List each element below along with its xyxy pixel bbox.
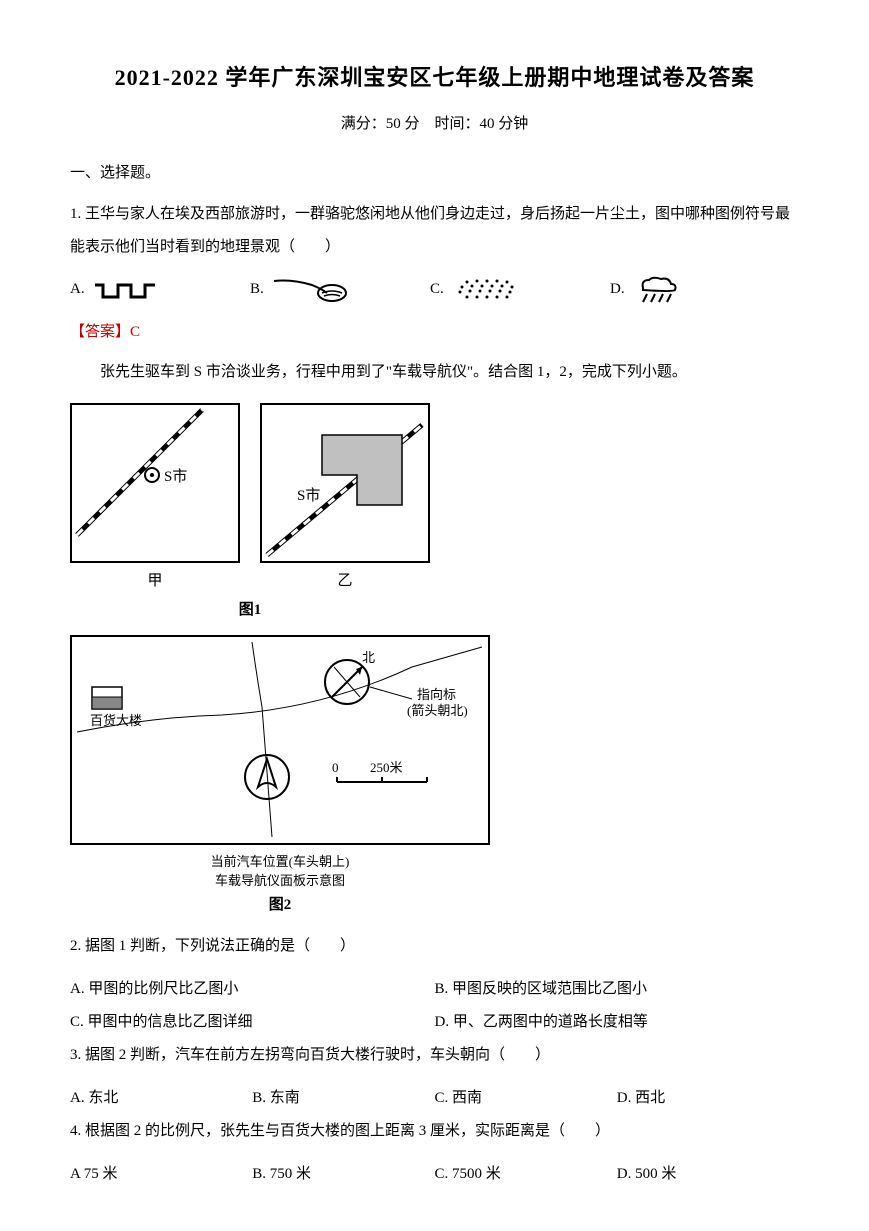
q2-option-c: C. 甲图中的信息比乙图详细	[70, 1006, 435, 1039]
document-title: 2021-2022 学年广东深圳宝安区七年级上册期中地理试卷及答案	[70, 60, 799, 92]
q3-option-b: B. 东南	[252, 1082, 434, 1115]
figure-2-panel-label: 车载导航仪面板示意图	[70, 870, 490, 889]
option-a: A.	[70, 277, 250, 301]
question-3-options: A. 东北 B. 东南 C. 西南 D. 西北	[70, 1082, 799, 1115]
question-1-text: 1. 王华与家人在埃及西部旅游时，一群骆驼悠闲地从他们身边走过，身后扬起一片尘土…	[70, 198, 799, 264]
q4-option-d: D. 500 米	[617, 1158, 799, 1191]
q2-option-d: D. 甲、乙两图中的道路长度相等	[435, 1006, 800, 1039]
question-2-options: A. 甲图的比例尺比乙图小 B. 甲图反映的区域范围比乙图小 C. 甲图中的信息…	[70, 973, 799, 1039]
option-c-label: C.	[430, 281, 444, 298]
option-d-label: D.	[610, 281, 625, 298]
figure-1-map-a: S市	[70, 403, 240, 563]
s-city-label-a: S市	[164, 468, 187, 485]
svg-text:250米: 250米	[370, 760, 403, 775]
q3-option-a: A. 东北	[70, 1082, 252, 1115]
svg-text:百货大楼: 百货大楼	[90, 713, 142, 728]
svg-text:北: 北	[362, 650, 375, 665]
q2-option-a: A. 甲图的比例尺比乙图小	[70, 973, 435, 1006]
option-a-label: A.	[70, 281, 85, 298]
option-c: C.	[430, 276, 610, 302]
dots-icon	[452, 276, 522, 302]
q4-option-a: A 75 米	[70, 1158, 252, 1191]
question-3-text: 3. 据图 2 判断，汽车在前方左拐弯向百货大楼行驶时，车头朝向（ ）	[70, 1039, 799, 1072]
s-city-label-b: S市	[297, 487, 320, 504]
figure-2-caption: 图2	[70, 893, 490, 914]
figure-1-caption: 图1	[70, 598, 430, 619]
q3-option-c: C. 西南	[435, 1082, 617, 1115]
q4-option-c: C. 7500 米	[435, 1158, 617, 1191]
rain-cloud-icon	[633, 274, 683, 304]
question-1-options: A. B. C. D.	[70, 274, 799, 304]
q2-option-b: B. 甲图反映的区域范围比乙图小	[435, 973, 800, 1006]
figure-1-sublabel-b: 乙	[260, 569, 430, 590]
figure-2-car-label: 当前汽车位置(车头朝上)	[70, 851, 490, 870]
figure-1-map-b: S市	[260, 403, 430, 563]
svg-text:0: 0	[332, 760, 339, 775]
q3-option-d: D. 西北	[617, 1082, 799, 1115]
figure-2-map: 百货大楼 北 指向标 (箭头朝北) 0 250米	[70, 635, 490, 845]
question-2-text: 2. 据图 1 判断，下列说法正确的是（ ）	[70, 930, 799, 963]
option-d: D.	[610, 274, 790, 304]
figure-1-sublabel-a: 甲	[70, 569, 240, 590]
question-4-options: A 75 米 B. 750 米 C. 7500 米 D. 500 米	[70, 1158, 799, 1191]
q4-option-b: B. 750 米	[252, 1158, 434, 1191]
question-4-text: 4. 根据图 2 的比例尺，张先生与百货大楼的图上距离 3 厘米，实际距离是（ …	[70, 1115, 799, 1148]
spiral-icon	[272, 275, 352, 303]
option-b-label: B.	[250, 281, 264, 298]
answer-1: 【答案】C	[70, 320, 799, 341]
figure-1-container: S市 甲 S市 乙 图1	[70, 403, 799, 619]
context-1: 张先生驱车到 S 市洽谈业务，行程中用到了"车载导航仪"。结合图 1，2，完成下…	[70, 357, 799, 387]
svg-text:指向标: 指向标	[417, 687, 456, 702]
option-b: B.	[250, 275, 430, 303]
document-subtitle: 满分：50 分 时间：40 分钟	[70, 112, 799, 133]
svg-text:(箭头朝北): (箭头朝北)	[407, 703, 468, 718]
section-header: 一、选择题。	[70, 161, 799, 182]
wall-icon	[93, 277, 163, 301]
figure-2-container: 百货大楼 北 指向标 (箭头朝北) 0 250米 当前汽车位置(车头朝上) 车载…	[70, 635, 799, 914]
